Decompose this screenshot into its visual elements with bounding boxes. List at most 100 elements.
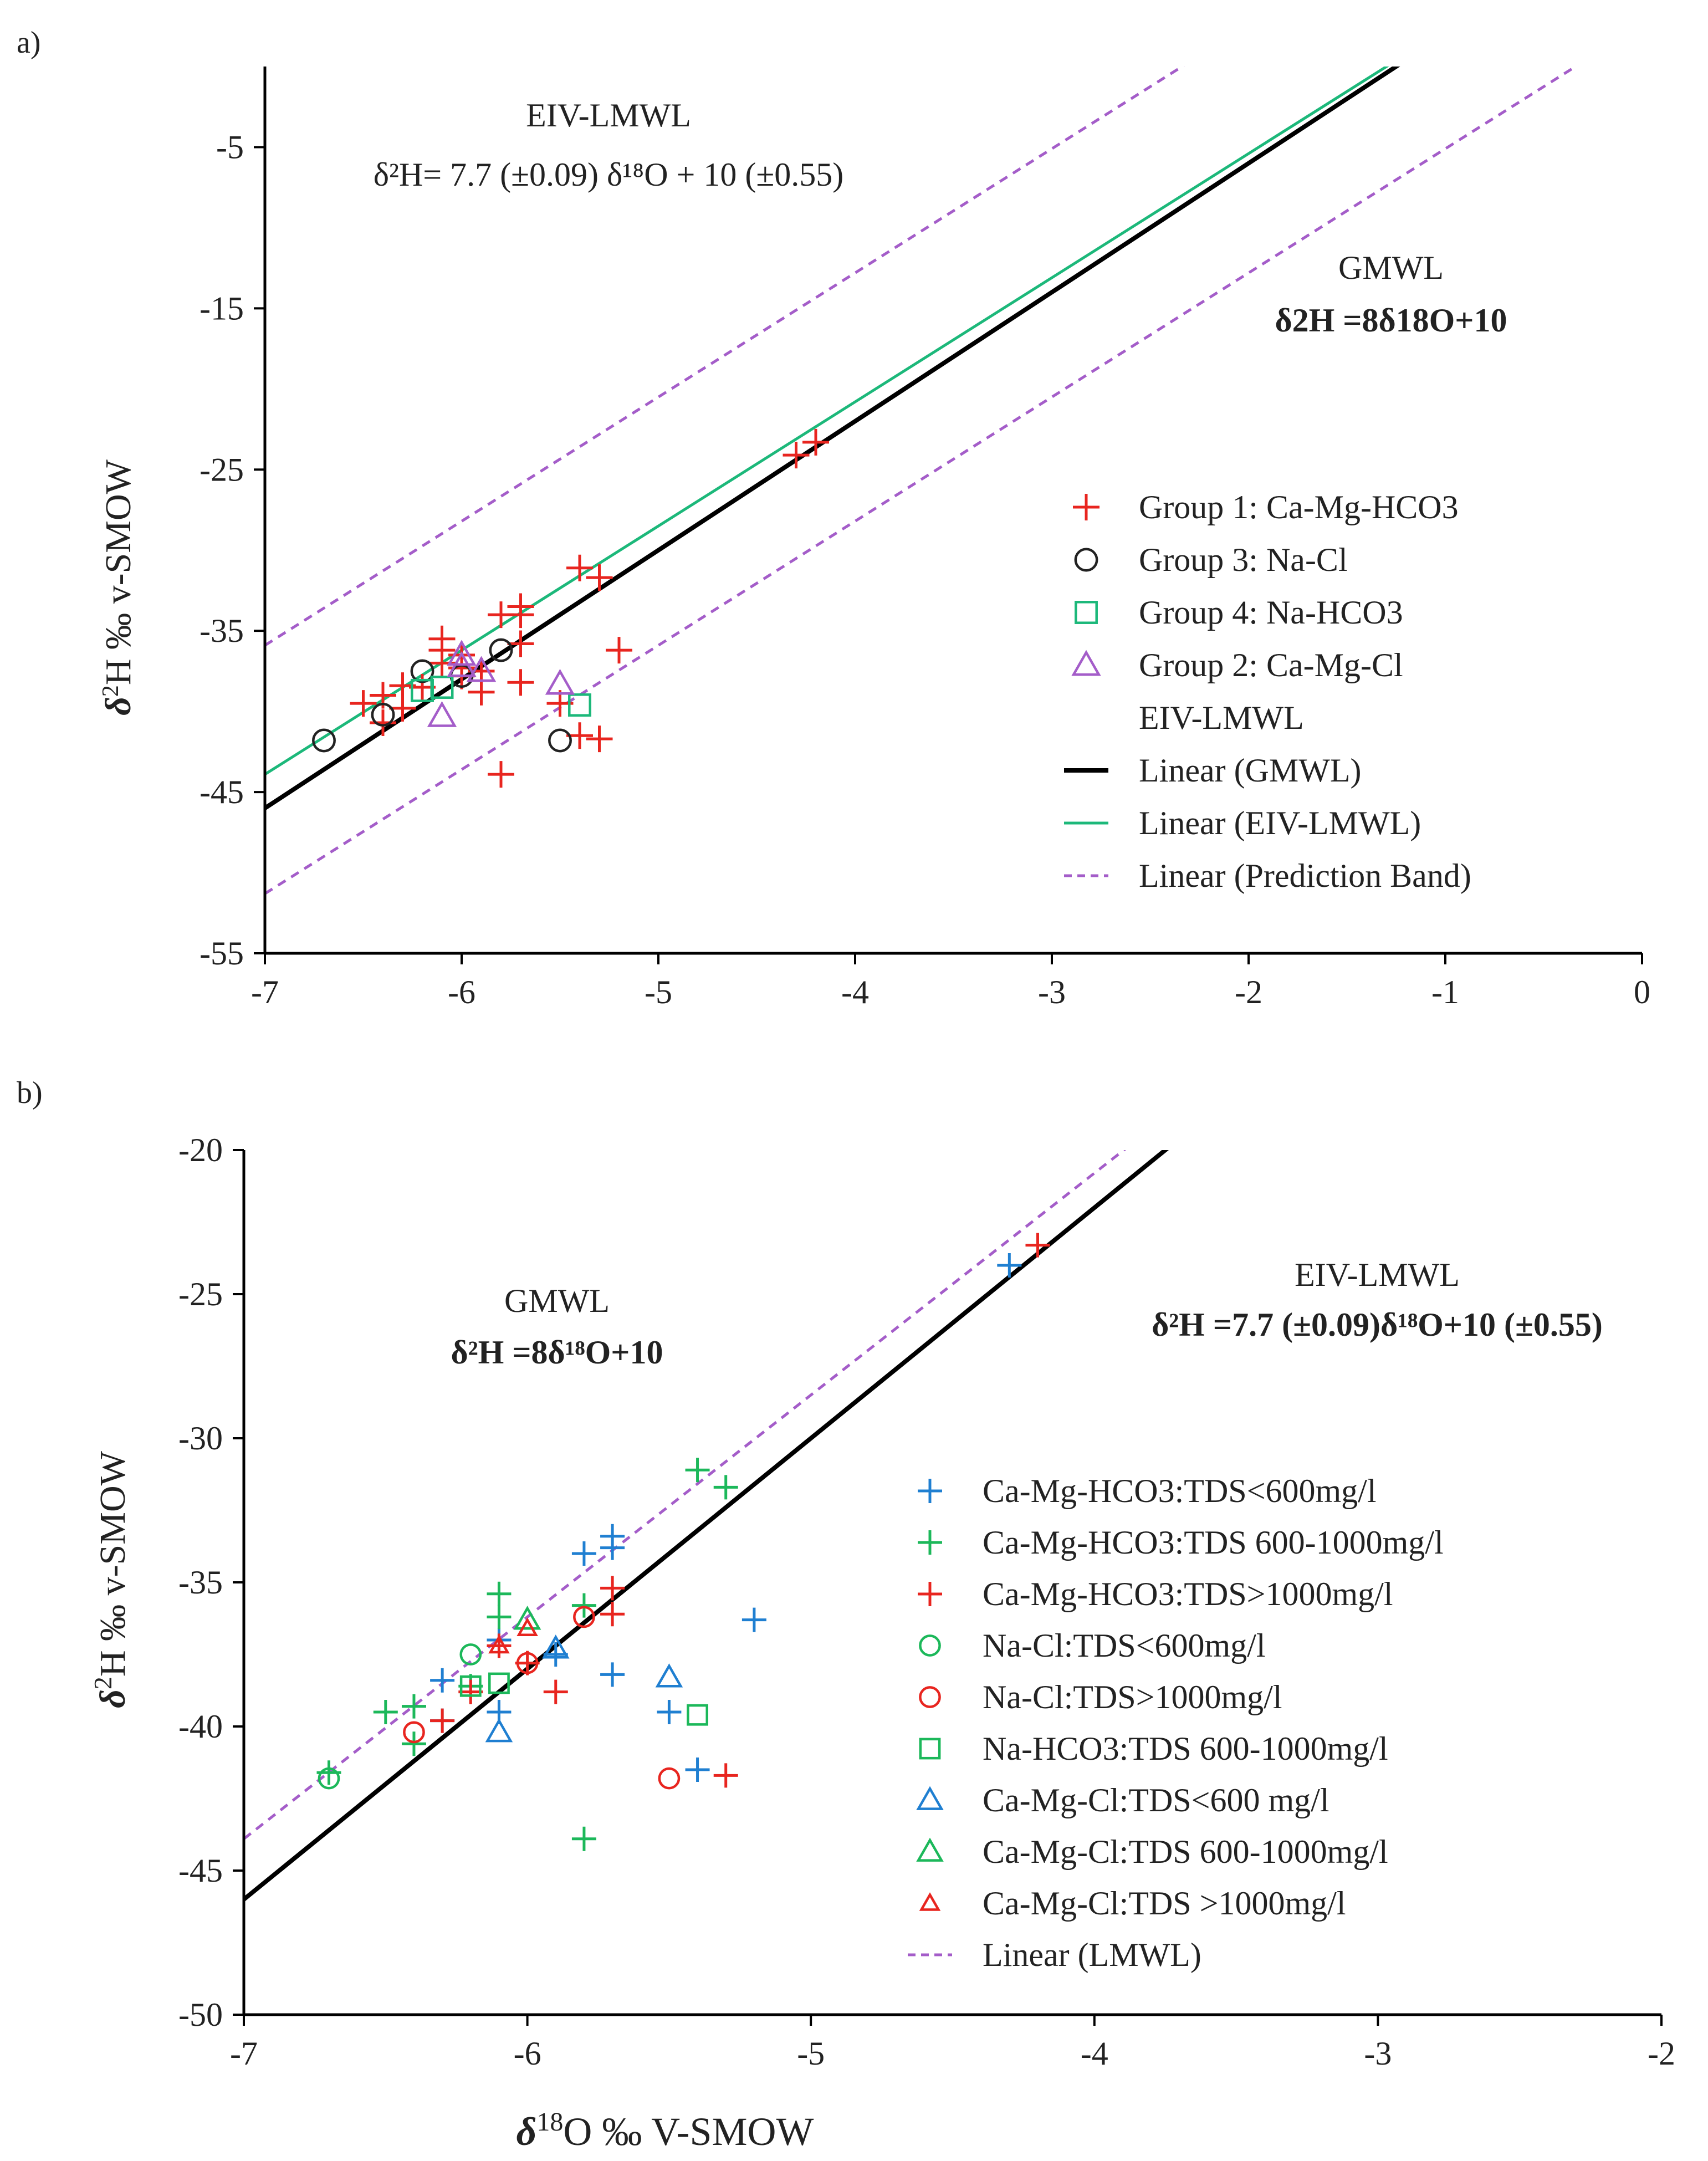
a-line-1	[265, 67, 1400, 810]
a-point-series-1	[350, 690, 377, 717]
b-legend-label: Linear (LMWL)	[983, 1937, 1201, 1973]
b-point-series-2	[487, 1605, 512, 1629]
b-x-tick-label: -7	[230, 2035, 258, 2072]
b-point-series-3	[515, 1651, 540, 1675]
b-point-series-3	[713, 1763, 738, 1788]
a-point-series-1	[468, 678, 495, 706]
a-point-series-3	[568, 693, 591, 717]
b-point-series-3	[543, 1679, 568, 1704]
panel-a: a) δ2H ‰ v-SMOW -5 -15 -25 -35 -45 -55-7 -6 -5 -…	[17, 25, 1650, 1010]
b-point-series-1	[571, 1541, 596, 1566]
b-x-tick-label: -4	[1081, 2035, 1108, 2072]
panel-a-label: a)	[17, 25, 41, 60]
b-y-tick-label: -20	[178, 1132, 223, 1168]
a-legend-label: Linear (EIV-LMWL)	[1139, 805, 1421, 841]
b-point-series-2	[685, 1458, 710, 1483]
b-point-series-3	[600, 1576, 625, 1601]
b-point-series-3	[430, 1708, 455, 1733]
b-point-series-5	[516, 1652, 539, 1674]
a-gmwl-title: GMWL	[1338, 249, 1444, 286]
a-x-tick-label: -6	[448, 974, 475, 1010]
b-y-tick-label: -25	[178, 1276, 223, 1312]
b-point-series-7	[655, 1663, 683, 1688]
a-point-series-4	[545, 668, 575, 695]
b-point-series-2	[571, 1826, 596, 1851]
a-line-3	[265, 67, 1185, 647]
b-legend-swatch	[916, 1837, 944, 1862]
a-gmwl-equation: δ2H =8δ18O+10	[1275, 302, 1507, 339]
a-legend-label: Group 2: Ca-Mg-Cl	[1139, 647, 1403, 683]
a-y-tick-label: -25	[200, 451, 244, 488]
b-legend-swatch	[919, 1738, 941, 1760]
a-x-tick-label: -1	[1431, 974, 1459, 1010]
b-point-series-2	[713, 1475, 738, 1500]
b-point-series-1	[685, 1758, 710, 1782]
b-point-series-6	[488, 1672, 510, 1694]
b-point-series-6	[687, 1704, 708, 1726]
a-point-series-3	[430, 676, 454, 699]
b-point-series-3	[600, 1602, 625, 1627]
a-point-series-2	[312, 728, 336, 753]
b-point-series-3	[458, 1679, 483, 1704]
b-x-tick-label: -6	[514, 2035, 541, 2072]
a-legend-swatch	[1074, 548, 1098, 572]
b-point-series-2	[373, 1700, 398, 1724]
a-legend-swatch	[1071, 650, 1101, 676]
b-point-series-3	[1025, 1233, 1050, 1258]
b-point-series-7	[485, 1718, 513, 1743]
panel-b-y-axis-label: δ2H ‰ v-SMOW	[89, 1450, 133, 1708]
b-point-series-1	[657, 1700, 682, 1724]
b-point-series-4	[318, 1767, 340, 1790]
b-legend-label: Na-Cl:TDS<600mg/l	[983, 1627, 1266, 1664]
b-point-series-5	[403, 1721, 425, 1744]
a-y-tick-label: -35	[200, 612, 244, 649]
a-legend-label: Group 1: Ca-Mg-HCO3	[1139, 489, 1459, 525]
a-line-2	[265, 67, 1389, 776]
a-point-series-1	[389, 694, 416, 722]
b-y-tick-label: -35	[178, 1564, 223, 1601]
b-point-series-1	[742, 1607, 766, 1632]
b-point-series-2	[401, 1694, 426, 1719]
b-legend-swatch	[918, 1582, 942, 1606]
a-point-series-1	[566, 554, 593, 581]
b-point-series-9	[488, 1634, 510, 1654]
panel-b-label: b)	[17, 1076, 43, 1110]
panel-a-y-axis-label: δ2H ‰ v-SMOW	[98, 459, 139, 716]
b-legend-label: Ca-Mg-HCO3:TDS<600mg/l	[983, 1473, 1377, 1509]
a-x-tick-label: 0	[1634, 974, 1650, 1010]
b-point-series-8	[513, 1606, 541, 1630]
b-gmwl-equation: δ²H =8δ¹⁸O+10	[451, 1334, 663, 1371]
b-legend-swatch	[919, 1892, 941, 1911]
b-point-series-1	[430, 1668, 455, 1693]
a-y-tick-label: -45	[200, 774, 244, 810]
a-point-series-2	[410, 659, 434, 683]
b-y-tick-label: -50	[178, 1996, 223, 2033]
a-point-series-4	[447, 651, 477, 677]
b-line-1	[244, 1150, 1169, 1902]
b-point-series-1	[600, 1535, 625, 1560]
panel-b-legend: Ca-Mg-HCO3:TDS<600mg/l Ca-Mg-HCO3:TDS 600…	[908, 1473, 1444, 1973]
a-point-series-1	[507, 601, 534, 629]
a-point-series-1	[606, 637, 632, 664]
a-point-series-1	[488, 761, 514, 788]
a-eiv-lmwl-equation: δ²H= 7.7 (±0.09) δ¹⁸O + 10 (±0.55)	[374, 156, 844, 193]
b-eiv-lmwl-title: EIV-LMWL	[1295, 1256, 1460, 1293]
a-x-tick-label: -3	[1038, 974, 1066, 1010]
panel-b-x-axis-label: δ18O ‰ V-SMOW	[517, 2107, 814, 2154]
a-point-series-1	[586, 564, 613, 591]
b-legend-swatch	[918, 1530, 942, 1555]
b-legend-swatch	[919, 1686, 941, 1708]
a-point-series-4	[427, 701, 457, 727]
b-point-series-1	[543, 1642, 568, 1667]
b-legend-label: Na-HCO3:TDS 600-1000mg/l	[983, 1730, 1388, 1767]
a-y-tick-label: -5	[216, 129, 244, 165]
a-x-tick-label: -5	[645, 974, 672, 1010]
b-point-series-2	[571, 1593, 596, 1618]
a-x-tick-label: -4	[841, 974, 869, 1010]
b-legend-swatch	[919, 1634, 941, 1657]
b-x-tick-label: -2	[1648, 2035, 1675, 2072]
b-point-series-5	[658, 1767, 681, 1790]
b-legend-label: Ca-Mg-Cl:TDS >1000mg/l	[983, 1885, 1346, 1922]
a-legend-label: EIV-LMWL	[1139, 699, 1304, 736]
b-x-tick-label: -5	[797, 2035, 825, 2072]
